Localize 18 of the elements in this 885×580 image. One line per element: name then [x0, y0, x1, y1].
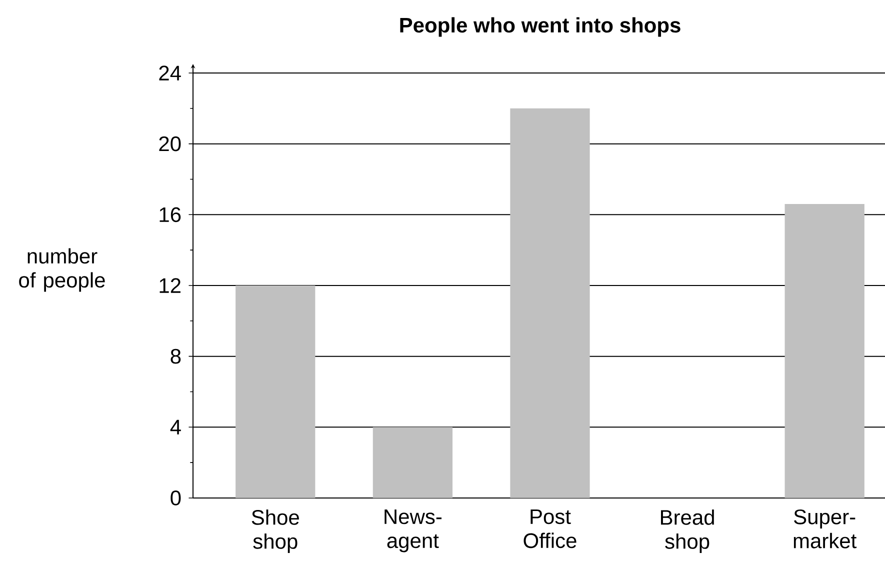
y-tick-label: 24 [159, 66, 181, 80]
x-tick-label: Bread shop [660, 509, 714, 554]
bar [372, 427, 453, 498]
y-tick-label: 8 [170, 348, 181, 364]
y-tick-label: 20 [159, 136, 181, 152]
x-tick-label: Super-market [794, 509, 857, 548]
bar [510, 108, 590, 498]
chart-title: People who went into shops [400, 17, 680, 37]
bar [784, 204, 864, 498]
y-tick-label: 12 [160, 278, 180, 293]
x-tick-label: News-agent [384, 509, 442, 552]
bar [236, 285, 316, 498]
y-tick-label: 16 [160, 207, 181, 222]
x-tick-label: Shoe shop [252, 509, 299, 554]
y-tick-label: 0 [170, 490, 181, 506]
y-axis-title: number of people [19, 248, 105, 292]
y-tick-label: 4 [170, 420, 181, 434]
x-tick-label: Post Office [524, 509, 576, 548]
